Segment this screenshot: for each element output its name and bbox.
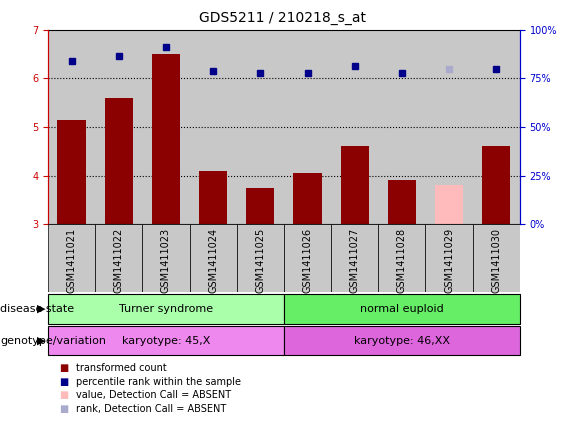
- Bar: [482, 146, 510, 224]
- Text: GSM1411026: GSM1411026: [302, 228, 312, 293]
- Bar: [105, 98, 133, 224]
- Bar: [152, 54, 180, 224]
- Text: GSM1411025: GSM1411025: [255, 228, 266, 293]
- Bar: [58, 120, 86, 224]
- Text: disease state: disease state: [0, 304, 74, 314]
- Text: karyotype: 46,XX: karyotype: 46,XX: [354, 335, 450, 346]
- Bar: [95, 224, 142, 292]
- Text: ▶: ▶: [37, 304, 45, 314]
- Bar: [435, 185, 463, 224]
- Bar: [48, 30, 95, 224]
- Bar: [190, 224, 237, 292]
- Text: ■: ■: [59, 390, 68, 400]
- Bar: [341, 146, 369, 224]
- Text: karyotype: 45,X: karyotype: 45,X: [122, 335, 210, 346]
- Text: GSM1411027: GSM1411027: [350, 228, 360, 293]
- Text: Turner syndrome: Turner syndrome: [119, 304, 213, 314]
- Text: percentile rank within the sample: percentile rank within the sample: [76, 376, 241, 387]
- Bar: [331, 224, 379, 292]
- Text: genotype/variation: genotype/variation: [0, 335, 106, 346]
- Text: ■: ■: [59, 376, 68, 387]
- Text: GSM1411021: GSM1411021: [67, 228, 77, 293]
- Bar: [331, 30, 379, 224]
- Bar: [293, 173, 321, 224]
- Text: normal euploid: normal euploid: [360, 304, 444, 314]
- Text: value, Detection Call = ABSENT: value, Detection Call = ABSENT: [76, 390, 232, 400]
- Bar: [246, 188, 275, 224]
- Text: GSM1411030: GSM1411030: [491, 228, 501, 293]
- Bar: [379, 30, 425, 224]
- Bar: [142, 30, 190, 224]
- Text: ■: ■: [59, 363, 68, 373]
- Bar: [425, 224, 473, 292]
- Bar: [237, 224, 284, 292]
- Bar: [379, 224, 425, 292]
- Text: GSM1411023: GSM1411023: [161, 228, 171, 293]
- Bar: [473, 224, 520, 292]
- Text: GSM1411022: GSM1411022: [114, 228, 124, 293]
- Bar: [142, 224, 190, 292]
- Bar: [284, 30, 331, 224]
- Bar: [95, 30, 142, 224]
- Text: ■: ■: [59, 404, 68, 414]
- Bar: [190, 30, 237, 224]
- Bar: [199, 171, 227, 224]
- Text: GSM1411029: GSM1411029: [444, 228, 454, 293]
- Text: GDS5211 / 210218_s_at: GDS5211 / 210218_s_at: [199, 11, 366, 25]
- Text: rank, Detection Call = ABSENT: rank, Detection Call = ABSENT: [76, 404, 227, 414]
- Bar: [237, 30, 284, 224]
- Text: GSM1411028: GSM1411028: [397, 228, 407, 293]
- Bar: [48, 224, 95, 292]
- Text: ▶: ▶: [37, 335, 45, 346]
- Bar: [284, 224, 331, 292]
- Text: transformed count: transformed count: [76, 363, 167, 373]
- Bar: [425, 30, 473, 224]
- Bar: [388, 181, 416, 224]
- Text: GSM1411024: GSM1411024: [208, 228, 218, 293]
- Bar: [473, 30, 520, 224]
